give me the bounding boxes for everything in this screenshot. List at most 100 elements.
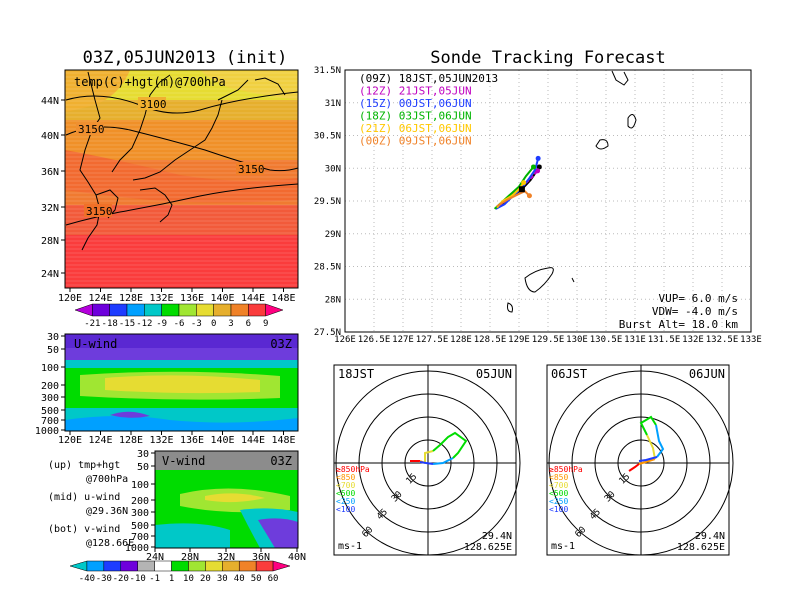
coastlines (79, 71, 286, 251)
colorbar-swatch (74, 303, 93, 317)
layer-legend: <250 (336, 497, 355, 506)
colorbar-swatch (69, 560, 88, 572)
x-tick-label: 129.5E (532, 335, 565, 345)
site-lat: 29.4N (695, 531, 725, 542)
colorbar-swatch (161, 303, 180, 317)
x-tick-label: 130.5E (590, 335, 623, 345)
wind-band (105, 375, 260, 394)
layer-legend: <500 (549, 489, 568, 498)
wind-band (205, 493, 265, 503)
y-tick-label: 50 (137, 462, 149, 473)
hodograph-line (638, 456, 658, 462)
x-tick-label: 132E (682, 335, 704, 345)
y-tick-label: 1000 (125, 543, 149, 554)
y-tick-label: 700 (131, 532, 149, 543)
legend-entry: (15Z) 00JST,06JUN (359, 97, 472, 110)
y-tick-label: 27.5N (314, 328, 341, 338)
panel-notes: (up) tmp+hgt @700hPa (mid) u-wind @29.36… (48, 460, 134, 549)
y-tick-label: 200 (41, 381, 59, 392)
speed-unit: ms-1 (338, 541, 362, 552)
note-line: @29.36N (86, 506, 128, 517)
x-tick-label: 28N (181, 552, 199, 563)
layer-legend: <500 (336, 489, 355, 498)
colorbar-swatch (126, 303, 145, 317)
y-tick-label: 200 (131, 496, 149, 507)
colorbar-swatch (144, 303, 162, 317)
y-tick-label: 31N (325, 99, 341, 109)
temp-height-map-panel: 03Z,05JUN2013 (init) temp(C)+hgt(m)@700h… (41, 48, 299, 329)
note-line: (bot) v-wind (48, 524, 120, 535)
wind-band (258, 518, 298, 548)
y-tick-label: 300 (41, 393, 59, 404)
y-tick-label: 500 (131, 521, 149, 532)
tracking-legend: (09Z) 18JST,05JUN2013(12Z) 21JST,05JUN(1… (359, 72, 498, 148)
contour-label: 3150 (78, 123, 105, 136)
x-tick-label: 128.5E (474, 335, 507, 345)
track-endpoint (535, 168, 541, 174)
colorbar-swatch (205, 560, 223, 572)
v-wind-time: 03Z (270, 454, 292, 468)
note-line: @700hPa (86, 474, 128, 485)
wind-band (65, 334, 298, 348)
height-contours (65, 91, 299, 226)
x-tick-label: 148E (271, 293, 295, 304)
layer-legend: <700 (549, 481, 568, 490)
tracking-axes: 126E 126.5E 127E 127.5E 128E 128.5E 129E 129.5E… (314, 66, 762, 345)
u-wind-field (65, 334, 298, 431)
colorbar-swatch (120, 560, 138, 572)
wind-band (65, 416, 298, 431)
colorbar-swatch (103, 560, 122, 572)
colorbar-label: 0 (211, 319, 216, 329)
y-tick-label: 30.5N (314, 132, 341, 142)
x-tick-label: 36N (252, 552, 270, 563)
x-tick-label: 131.5E (648, 335, 681, 345)
layer-legend: <850 (549, 473, 568, 482)
burst-marker (518, 186, 525, 193)
layer-legend: <100 (549, 505, 568, 514)
colorbar-swatch (255, 560, 274, 572)
hodograph-line (655, 424, 665, 458)
colorbar-swatch (196, 303, 214, 317)
colorbar-label: 1 (169, 574, 174, 584)
colorbar-swatch (238, 560, 257, 572)
y-tick-label: 28N (325, 295, 341, 305)
hodograph-line (432, 431, 468, 459)
burst-altitude: Burst Alt= 18.0 km (619, 318, 739, 331)
x-tick-label: 120E (58, 435, 82, 446)
x-tick-label: 40N (288, 552, 306, 563)
hodograph-line (628, 463, 640, 472)
site-lat: 29.4N (482, 531, 512, 542)
y-tick-label: 36N (41, 167, 59, 178)
y-tick-label: 30N (325, 164, 341, 174)
x-tick-label: 144E (241, 293, 265, 304)
y-tick-label: 100 (131, 480, 149, 491)
layer-legend: ≥850hPa (336, 465, 370, 474)
track-endpoint (531, 164, 536, 170)
hodograph-line (639, 415, 657, 436)
colorbar-swatch (86, 560, 105, 572)
x-tick-label: 140E (210, 435, 234, 446)
x-tick-label: 136E (180, 293, 204, 304)
x-tick-label: 133E (740, 335, 762, 345)
colorbar-label: -9 (156, 319, 167, 329)
colorbar-label: 60 (268, 574, 279, 584)
x-tick-label: 126.5E (358, 335, 391, 345)
colorbar-swatch (230, 303, 249, 317)
contour-label: 3100 (140, 98, 167, 111)
texture (65, 70, 298, 288)
track-line (496, 189, 531, 208)
colorbar-label: 20 (200, 574, 211, 584)
contour-labels: 3100 3150 3150 3150 (76, 97, 265, 218)
colorbar-swatch (109, 303, 128, 317)
temperature-field (65, 70, 298, 288)
wind-band (110, 411, 150, 418)
colorbar-swatch (272, 560, 291, 572)
y-tick-label: 1000 (35, 426, 59, 437)
x-tick-label: 126E (334, 335, 356, 345)
colorbar-swatch (265, 303, 284, 317)
note-line: (mid) u-wind (48, 492, 120, 503)
hodograph-line (432, 457, 454, 465)
